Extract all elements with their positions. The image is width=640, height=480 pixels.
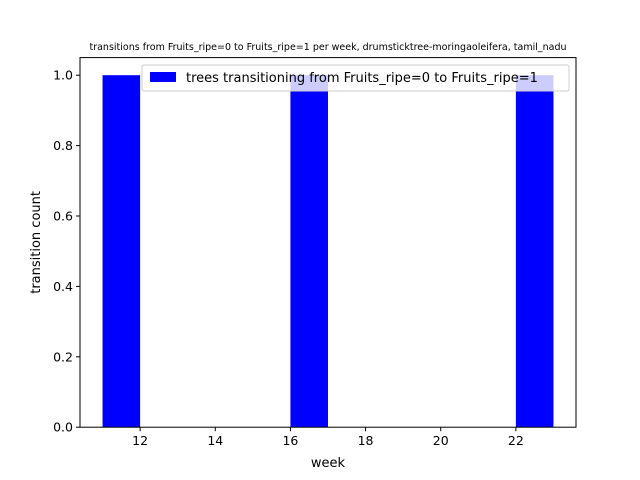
bars-layer (102, 75, 554, 428)
chart-title: transitions from Fruits_ripe=0 to Fruits… (89, 42, 566, 53)
x-tick-label: 12 (132, 433, 148, 448)
bar-0-0 (102, 75, 141, 428)
y-tick-label: 0.6 (53, 209, 73, 224)
y-tick-label: 0.8 (53, 138, 73, 153)
legend: trees transitioning from Fruits_ripe=0 t… (141, 64, 570, 92)
bar-0-2 (515, 75, 554, 428)
legend-box (141, 64, 570, 92)
plot-frame (79, 57, 577, 428)
y-axis-ticks: 0.0 0.2 0.4 0.6 0.8 1.0 (53, 68, 80, 435)
y-tick-label: 0.2 (53, 349, 73, 364)
y-tick-label: 1.0 (53, 68, 73, 83)
bar-0-1 (290, 75, 328, 428)
legend-entry-label: trees transitioning from Fruits_ripe=0 t… (186, 71, 538, 86)
x-axis-label: week (311, 456, 346, 471)
x-tick-label: 22 (508, 433, 524, 448)
y-axis-label: transition count (29, 191, 44, 294)
x-tick-label: 14 (207, 433, 223, 448)
x-tick-label: 16 (282, 433, 298, 448)
x-tick-label: 18 (358, 433, 374, 448)
legend-swatch (150, 72, 176, 82)
y-tick-label: 0.4 (53, 279, 73, 294)
y-tick-label: 0.0 (53, 420, 73, 435)
x-axis-ticks: 12 14 16 18 20 22 (132, 427, 524, 448)
axes-layer (79, 57, 577, 428)
x-tick-label: 20 (433, 433, 449, 448)
